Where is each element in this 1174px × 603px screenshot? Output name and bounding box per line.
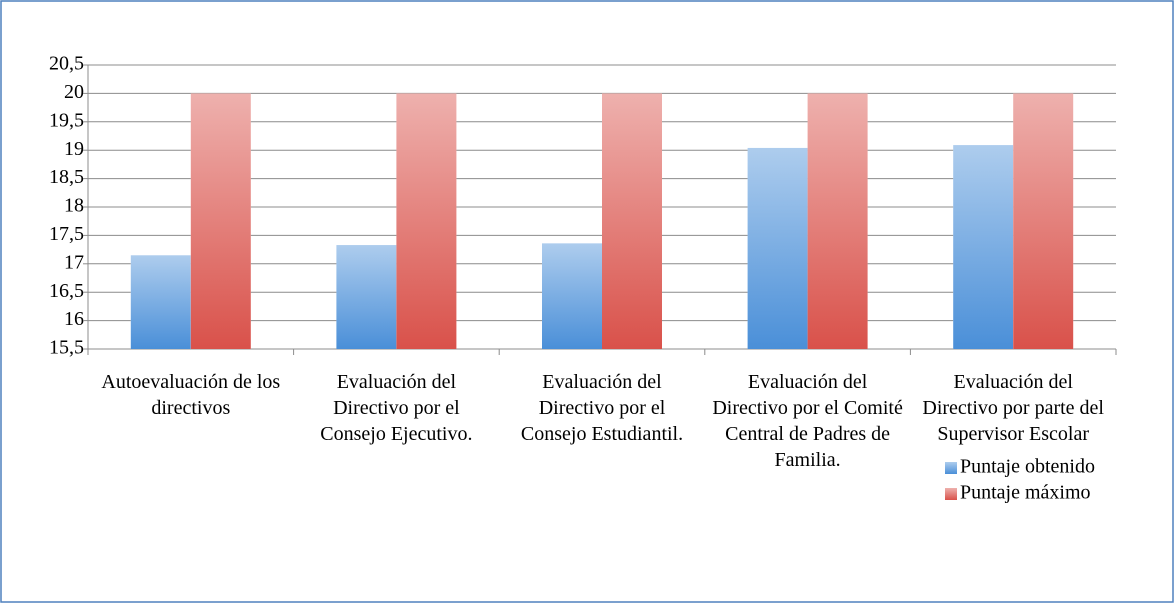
x-tick-label: Evaluación del Directivo por parte del S… [922,371,1104,445]
x-tick-label: Evaluación del Directivo por el Consejo … [520,371,684,445]
y-tick-label: 18,5 [49,166,84,188]
legend-swatch [945,462,957,474]
bar [130,255,191,349]
legend-label: Puntaje máximo [960,482,1091,504]
legend-swatch [945,488,957,500]
y-tick-label: 19,5 [49,109,84,131]
bar [396,93,457,350]
y-tick-label: 19 [64,138,84,160]
x-tick-label: Evaluación del Directivo por el Consejo … [320,371,473,445]
bar [542,243,602,349]
y-tick-label: 16,5 [49,280,84,302]
bar [747,147,808,349]
x-tick-label: Autoevaluación de los directivos [101,371,281,419]
y-tick-label: 20 [64,81,84,103]
y-tick-label: 18 [64,195,84,217]
y-tick-label: 17,5 [49,223,84,245]
legend-label: Puntaje obtenido [960,456,1095,478]
bar [336,245,397,349]
y-tick-label: 15,5 [49,337,84,359]
y-tick-label: 17 [64,251,84,273]
y-tick-label: 16 [64,308,84,330]
y-tick-label: 20,5 [49,53,84,75]
bar [1013,93,1074,350]
bar [953,145,1014,349]
bar [602,93,662,350]
bar [807,93,868,350]
bar [190,93,251,350]
x-tick-label: Evaluación del Directivo por el Comité C… [712,371,903,471]
